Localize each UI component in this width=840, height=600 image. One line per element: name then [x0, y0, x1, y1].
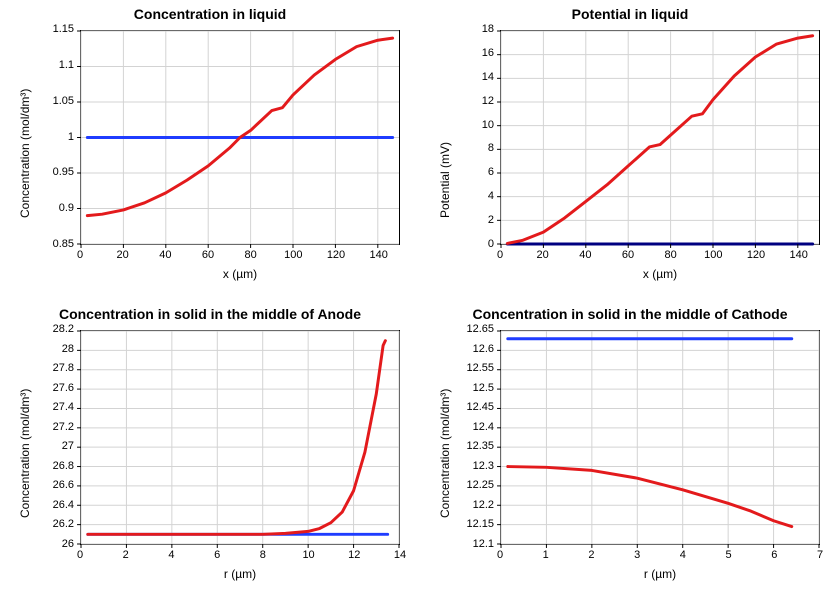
- xtick-label: 12: [339, 549, 369, 561]
- ytick-label: 27.8: [53, 362, 74, 374]
- ytick-label: 28: [62, 343, 74, 355]
- xtick-label: 0: [485, 249, 515, 261]
- xtick-label: 80: [656, 249, 686, 261]
- xtick-label: 10: [294, 549, 324, 561]
- ytick-label: 12.5: [473, 382, 494, 394]
- xtick-label: 60: [193, 249, 223, 261]
- ytick-label: 12.35: [466, 440, 494, 452]
- xtick-label: 40: [150, 249, 180, 261]
- xtick-label: 7: [805, 549, 835, 561]
- ytick-label: 18: [482, 23, 494, 35]
- ytick-label: 12.2: [473, 499, 494, 511]
- xtick-label: 60: [613, 249, 643, 261]
- y-axis-label: Concentration (mol/dm³): [438, 388, 452, 517]
- chart-title: Concentration in solid in the middle of …: [0, 306, 420, 322]
- ytick-label: 0.9: [59, 202, 74, 214]
- xtick-label: 40: [570, 249, 600, 261]
- chart-grid: Concentration in liquid02040608010012014…: [0, 0, 840, 600]
- chart-panel: Potential in liquid 0 20 40 60 80 100 120 140 0 2 4…: [420, 0, 840, 300]
- xtick-label: 0: [65, 249, 95, 261]
- x-axis-label: x (µm): [80, 267, 400, 281]
- xtick-label: 2: [111, 549, 141, 561]
- ytick-label: 27.2: [53, 421, 74, 433]
- xtick-label: 100: [698, 249, 728, 261]
- xtick-label: 0: [485, 549, 515, 561]
- ytick-label: 26.6: [53, 479, 74, 491]
- plot-area: [500, 30, 820, 245]
- ytick-label: 12.1: [473, 538, 494, 550]
- ytick-label: 26.4: [53, 499, 74, 511]
- ytick-label: 16: [482, 47, 494, 59]
- ytick-label: 12.65: [466, 323, 494, 335]
- ytick-label: 12.4: [473, 421, 494, 433]
- xtick-label: 20: [108, 249, 138, 261]
- ytick-label: 12.25: [466, 479, 494, 491]
- xtick-label: 80: [236, 249, 266, 261]
- xtick-label: 140: [784, 249, 814, 261]
- ytick-label: 0.95: [53, 166, 74, 178]
- y-axis-label: Potential (mV): [438, 141, 452, 217]
- ytick-label: 12.45: [466, 401, 494, 413]
- ytick-label: 1.05: [53, 95, 74, 107]
- chart-title: Concentration in solid in the middle of …: [420, 306, 840, 322]
- plot-area: [80, 30, 400, 245]
- ytick-label: 1: [68, 131, 74, 143]
- ytick-label: 8: [488, 142, 494, 154]
- plot-area: [80, 330, 400, 545]
- ytick-label: 26.8: [53, 460, 74, 472]
- xtick-label: 6: [759, 549, 789, 561]
- ytick-label: 12.3: [473, 460, 494, 472]
- chart-title: Potential in liquid: [420, 6, 840, 22]
- x-axis-label: x (µm): [500, 267, 820, 281]
- xtick-label: 5: [714, 549, 744, 561]
- ytick-label: 12.55: [466, 362, 494, 374]
- chart-panel: Concentration in liquid 0 20 40 60 80 100 120 14…: [0, 0, 420, 300]
- ytick-label: 10: [482, 119, 494, 131]
- xtick-label: 2: [576, 549, 606, 561]
- ytick-label: 28.2: [53, 323, 74, 335]
- ytick-label: 12: [482, 95, 494, 107]
- y-axis-label: Concentration (mol/dm³): [18, 88, 32, 217]
- ytick-label: 2: [488, 214, 494, 226]
- chart-title: Concentration in liquid: [0, 6, 420, 22]
- ytick-label: 0: [488, 238, 494, 250]
- ytick-label: 26: [62, 538, 74, 550]
- ytick-label: 1.1: [59, 59, 74, 71]
- xtick-label: 120: [741, 249, 771, 261]
- ytick-label: 4: [488, 190, 494, 202]
- ytick-label: 27.4: [53, 401, 74, 413]
- ytick-label: 12.15: [466, 518, 494, 530]
- xtick-label: 3: [622, 549, 652, 561]
- x-axis-label: r (µm): [500, 567, 820, 581]
- xtick-label: 120: [321, 249, 351, 261]
- ytick-label: 12.6: [473, 343, 494, 355]
- xtick-label: 8: [248, 549, 278, 561]
- ytick-label: 1.15: [53, 23, 74, 35]
- xtick-label: 20: [528, 249, 558, 261]
- chart-panel: Concentration in solid in the middle of …: [0, 300, 420, 600]
- ytick-label: 27.6: [53, 382, 74, 394]
- xtick-label: 140: [364, 249, 394, 261]
- chart-panel: Concentration in solid in the middle of …: [420, 300, 840, 600]
- xtick-label: 4: [156, 549, 186, 561]
- xtick-label: 4: [668, 549, 698, 561]
- x-axis-label: r (µm): [80, 567, 400, 581]
- ytick-label: 6: [488, 166, 494, 178]
- ytick-label: 0.85: [53, 238, 74, 250]
- ytick-label: 26.2: [53, 518, 74, 530]
- xtick-label: 0: [65, 549, 95, 561]
- plot-area: [500, 330, 820, 545]
- y-axis-label: Concentration (mol/dm³): [18, 388, 32, 517]
- xtick-label: 14: [385, 549, 415, 561]
- ytick-label: 27: [62, 440, 74, 452]
- xtick-label: 6: [202, 549, 232, 561]
- xtick-label: 1: [531, 549, 561, 561]
- xtick-label: 100: [278, 249, 308, 261]
- ytick-label: 14: [482, 71, 494, 83]
